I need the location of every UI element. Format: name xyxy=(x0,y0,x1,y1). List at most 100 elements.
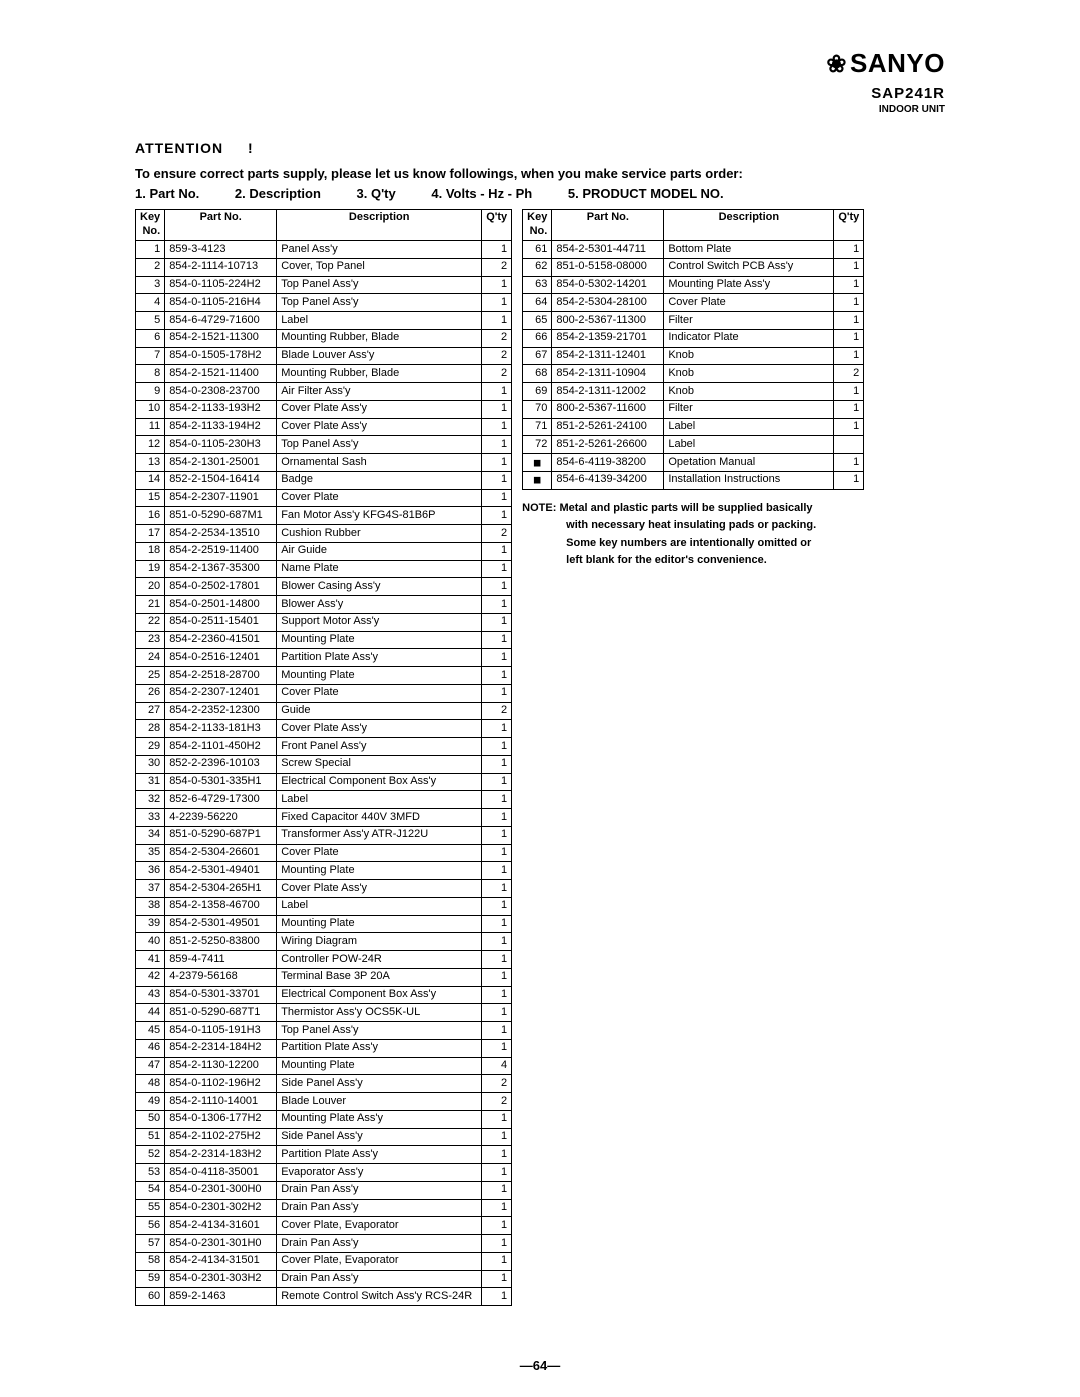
cell-desc: Opetation Manual xyxy=(664,454,834,472)
table-row: 31854-0-5301-335H1Electrical Component B… xyxy=(136,773,512,791)
cell-desc: Knob xyxy=(664,383,834,401)
cell-desc: Knob xyxy=(664,347,834,365)
cell-key: 23 xyxy=(136,631,165,649)
parts-table-1: Key No. Part No. Description Q'ty 1859-3… xyxy=(135,209,512,1307)
cell-qty: 1 xyxy=(834,418,864,436)
table-row: 60859-2-1463Remote Control Switch Ass'y … xyxy=(136,1288,512,1306)
cell-key: 59 xyxy=(136,1270,165,1288)
table-row: 22854-0-2511-15401Support Motor Ass'y1 xyxy=(136,613,512,631)
cell-qty: 1 xyxy=(482,755,512,773)
note-line-0: Metal and plastic parts will be supplied… xyxy=(559,502,812,514)
cell-part: 854-2-2307-12401 xyxy=(165,684,277,702)
table-row: 56854-2-4134-31601Cover Plate, Evaporato… xyxy=(136,1217,512,1235)
cell-qty: 1 xyxy=(482,649,512,667)
cell-part: 854-0-2501-14800 xyxy=(165,596,277,614)
cell-qty: 1 xyxy=(482,1252,512,1270)
cell-key: 49 xyxy=(136,1093,165,1111)
table-row: 24854-0-2516-12401Partition Plate Ass'y1 xyxy=(136,649,512,667)
cell-qty: 1 xyxy=(482,915,512,933)
table-row: 20854-0-2502-17801Blower Casing Ass'y1 xyxy=(136,578,512,596)
cell-key: 54 xyxy=(136,1181,165,1199)
cell-part: 800-2-5367-11300 xyxy=(552,312,664,330)
cell-part: 852-6-4729-17300 xyxy=(165,791,277,809)
cell-part: 859-2-1463 xyxy=(165,1288,277,1306)
cell-desc: Mounting Rubber, Blade xyxy=(277,365,482,383)
cell-key: 56 xyxy=(136,1217,165,1235)
table-row: 21854-0-2501-14800Blower Ass'y1 xyxy=(136,596,512,614)
cell-qty: 1 xyxy=(482,454,512,472)
table-row: 61854-2-5301-44711Bottom Plate1 xyxy=(523,241,864,259)
header-key: Key No. xyxy=(523,209,552,241)
cell-desc: Evaporator Ass'y xyxy=(277,1164,482,1182)
table-row: 25854-2-2518-28700Mounting Plate1 xyxy=(136,667,512,685)
table-row: 36854-2-5301-49401Mounting Plate1 xyxy=(136,862,512,880)
model-number: SAP241R xyxy=(826,85,945,102)
header-desc: Description xyxy=(277,209,482,241)
cell-qty: 1 xyxy=(482,791,512,809)
table-row: 58854-2-4134-31501Cover Plate, Evaporato… xyxy=(136,1252,512,1270)
cell-desc: Blower Ass'y xyxy=(277,596,482,614)
cell-qty: 1 xyxy=(482,1146,512,1164)
cell-desc: Mounting Plate Ass'y xyxy=(664,276,834,294)
cell-key: 33 xyxy=(136,809,165,827)
cell-desc: Filter xyxy=(664,312,834,330)
brand-text: SANYO xyxy=(850,48,945,78)
field-description: 2. Description xyxy=(235,186,321,201)
cell-qty: 1 xyxy=(482,684,512,702)
table-row: 2854-2-1114-10713Cover, Top Panel2 xyxy=(136,258,512,276)
cell-key: 13 xyxy=(136,454,165,472)
cell-qty: 1 xyxy=(482,968,512,986)
cell-key: 2 xyxy=(136,258,165,276)
cell-key: 21 xyxy=(136,596,165,614)
table-row: 64854-2-5304-28100Cover Plate1 xyxy=(523,294,864,312)
cell-key: 19 xyxy=(136,560,165,578)
cell-qty: 2 xyxy=(482,258,512,276)
cell-desc: Knob xyxy=(664,365,834,383)
table-row: 57854-0-2301-301H0Drain Pan Ass'y1 xyxy=(136,1235,512,1253)
cell-part: 854-2-2360-41501 xyxy=(165,631,277,649)
cell-part: 854-0-1102-196H2 xyxy=(165,1075,277,1093)
table-row: 9854-0-2308-23700Air Filter Ass'y1 xyxy=(136,383,512,401)
cell-key: 36 xyxy=(136,862,165,880)
cell-part: 854-0-5302-14201 xyxy=(552,276,664,294)
cell-desc: Top Panel Ass'y xyxy=(277,276,482,294)
cell-part: 854-2-2534-13510 xyxy=(165,525,277,543)
cell-qty: 1 xyxy=(482,1270,512,1288)
table-row: 68854-2-1311-10904Knob2 xyxy=(523,365,864,383)
cell-desc: Side Panel Ass'y xyxy=(277,1128,482,1146)
cell-desc: Name Plate xyxy=(277,560,482,578)
table-row: 59854-0-2301-303H2Drain Pan Ass'y1 xyxy=(136,1270,512,1288)
cell-qty: 2 xyxy=(482,702,512,720)
cell-key: 31 xyxy=(136,773,165,791)
cell-desc: Cover Plate Ass'y xyxy=(277,400,482,418)
cell-qty: 1 xyxy=(482,809,512,827)
cell-key: 29 xyxy=(136,738,165,756)
cell-key: 30 xyxy=(136,755,165,773)
cell-key: 55 xyxy=(136,1199,165,1217)
table-row: 44851-0-5290-687T1Thermistor Ass'y OCS5K… xyxy=(136,1004,512,1022)
cell-qty: 1 xyxy=(834,454,864,472)
cell-key: 11 xyxy=(136,418,165,436)
header-key: Key No. xyxy=(136,209,165,241)
table-row: 11854-2-1133-194H2Cover Plate Ass'y1 xyxy=(136,418,512,436)
table-row: 12854-0-1105-230H3Top Panel Ass'y1 xyxy=(136,436,512,454)
cell-desc: Front Panel Ass'y xyxy=(277,738,482,756)
cell-desc: Cover Plate Ass'y xyxy=(277,418,482,436)
cell-key: 70 xyxy=(523,400,552,418)
cell-qty: 1 xyxy=(482,880,512,898)
cell-part: 854-0-2511-15401 xyxy=(165,613,277,631)
table-row: 19854-2-1367-35300Name Plate1 xyxy=(136,560,512,578)
table-row: 6854-2-1521-11300Mounting Rubber, Blade2 xyxy=(136,329,512,347)
cell-key: 44 xyxy=(136,1004,165,1022)
cell-part: 859-4-7411 xyxy=(165,951,277,969)
cell-desc: Control Switch PCB Ass'y xyxy=(664,258,834,276)
table-row: 71851-2-5261-24100Label1 xyxy=(523,418,864,436)
table-row: 32852-6-4729-17300Label1 xyxy=(136,791,512,809)
cell-qty: 1 xyxy=(482,596,512,614)
cell-desc: Electrical Component Box Ass'y xyxy=(277,773,482,791)
cell-part: 854-2-4134-31601 xyxy=(165,1217,277,1235)
cell-key: 58 xyxy=(136,1252,165,1270)
note-line-3: left blank for the editor's convenience. xyxy=(566,552,864,570)
table-row: 48854-0-1102-196H2Side Panel Ass'y2 xyxy=(136,1075,512,1093)
table-row: 16851-0-5290-687M1Fan Motor Ass'y KFG4S-… xyxy=(136,507,512,525)
